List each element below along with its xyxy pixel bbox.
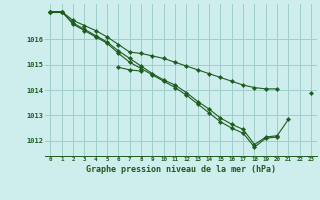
X-axis label: Graphe pression niveau de la mer (hPa): Graphe pression niveau de la mer (hPa) bbox=[86, 165, 276, 174]
